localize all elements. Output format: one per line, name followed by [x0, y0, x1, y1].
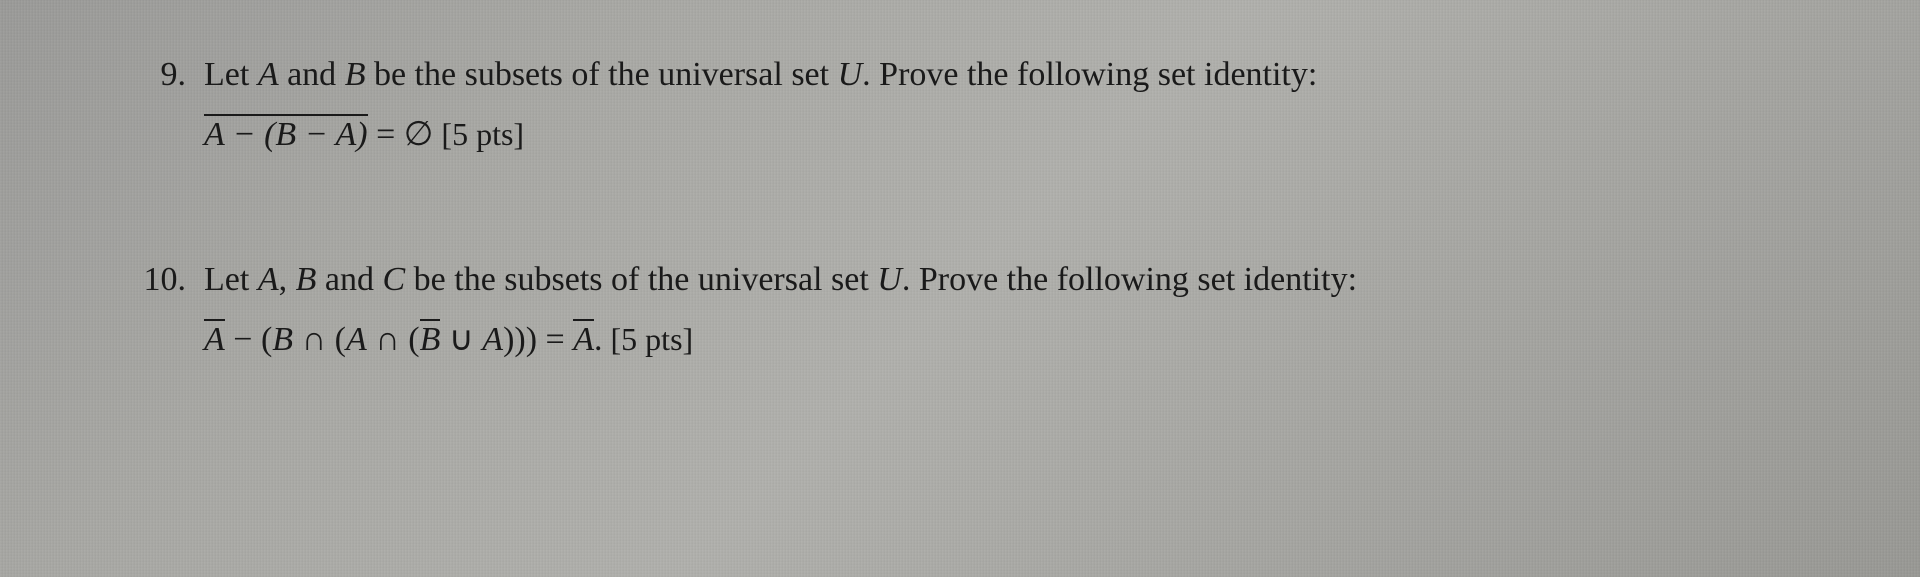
p10-minus: − (: [225, 321, 273, 358]
p10-suffix: . Prove the following set identity:: [902, 261, 1357, 298]
p9-and1: and: [279, 56, 345, 93]
problem-9-head: 9. Let A and B be the subsets of the uni…: [120, 48, 1800, 163]
problem-10-body: Let A, B and C be the subsets of the uni…: [204, 253, 1800, 368]
p10-Bv: B: [272, 321, 293, 358]
p10-U: U: [877, 261, 902, 298]
problem-10-text: Let A, B and C be the subsets of the uni…: [204, 261, 1357, 298]
p9-A: A: [258, 56, 279, 93]
p10-cup: ∪: [440, 321, 482, 358]
p9-B: B: [345, 56, 366, 93]
p10-A3: A: [482, 321, 503, 358]
p10-close: ))) =: [503, 321, 573, 358]
p9-prefix: Let: [204, 56, 258, 93]
p9-mid: be the subsets of the universal set: [365, 56, 837, 93]
p10-C: C: [382, 261, 405, 298]
p10-cap1: ∩ (: [293, 321, 346, 358]
problem-10-equation: A − (B ∩ (A ∩ (B ∪ A))) = A. [5 pts]: [204, 313, 1800, 367]
problem-9-body: Let A and B be the subsets of the univer…: [204, 48, 1800, 163]
p9-suffix: . Prove the following set identity:: [862, 56, 1317, 93]
p10-points: [5 pts]: [603, 321, 694, 357]
p10-comma: ,: [279, 261, 296, 298]
p10-cap2: ∩ (: [367, 321, 420, 358]
p10-prefix: Let: [204, 261, 258, 298]
problem-10-number: 10.: [120, 253, 204, 307]
p9-U: U: [838, 56, 863, 93]
p10-A2: A: [346, 321, 367, 358]
p9-rhs: ∅: [404, 116, 434, 153]
p10-B: B: [296, 261, 317, 298]
p10-mid: be the subsets of the universal set: [405, 261, 877, 298]
problem-9-number: 9.: [120, 48, 204, 102]
p10-A: A: [258, 261, 279, 298]
p10-period: .: [594, 321, 603, 358]
p10-over2: B: [420, 319, 441, 358]
problem-10-head: 10. Let A, B and C be the subsets of the…: [120, 253, 1800, 368]
problem-9-equation: A − (B − A) = ∅ [5 pts]: [204, 108, 1800, 162]
p10-over1: A: [204, 319, 225, 358]
problem-9-text: Let A and B be the subsets of the univer…: [204, 56, 1317, 93]
p9-eqsym: =: [368, 116, 404, 153]
problem-10: 10. Let A, B and C be the subsets of the…: [120, 253, 1800, 368]
p10-over3: A: [573, 319, 594, 358]
p9-lhs-over: A − (B − A): [204, 114, 368, 153]
p9-points: [5 pts]: [433, 116, 524, 152]
problem-9: 9. Let A and B be the subsets of the uni…: [120, 48, 1800, 163]
page: 9. Let A and B be the subsets of the uni…: [0, 0, 1920, 368]
p10-and1: and: [316, 261, 382, 298]
